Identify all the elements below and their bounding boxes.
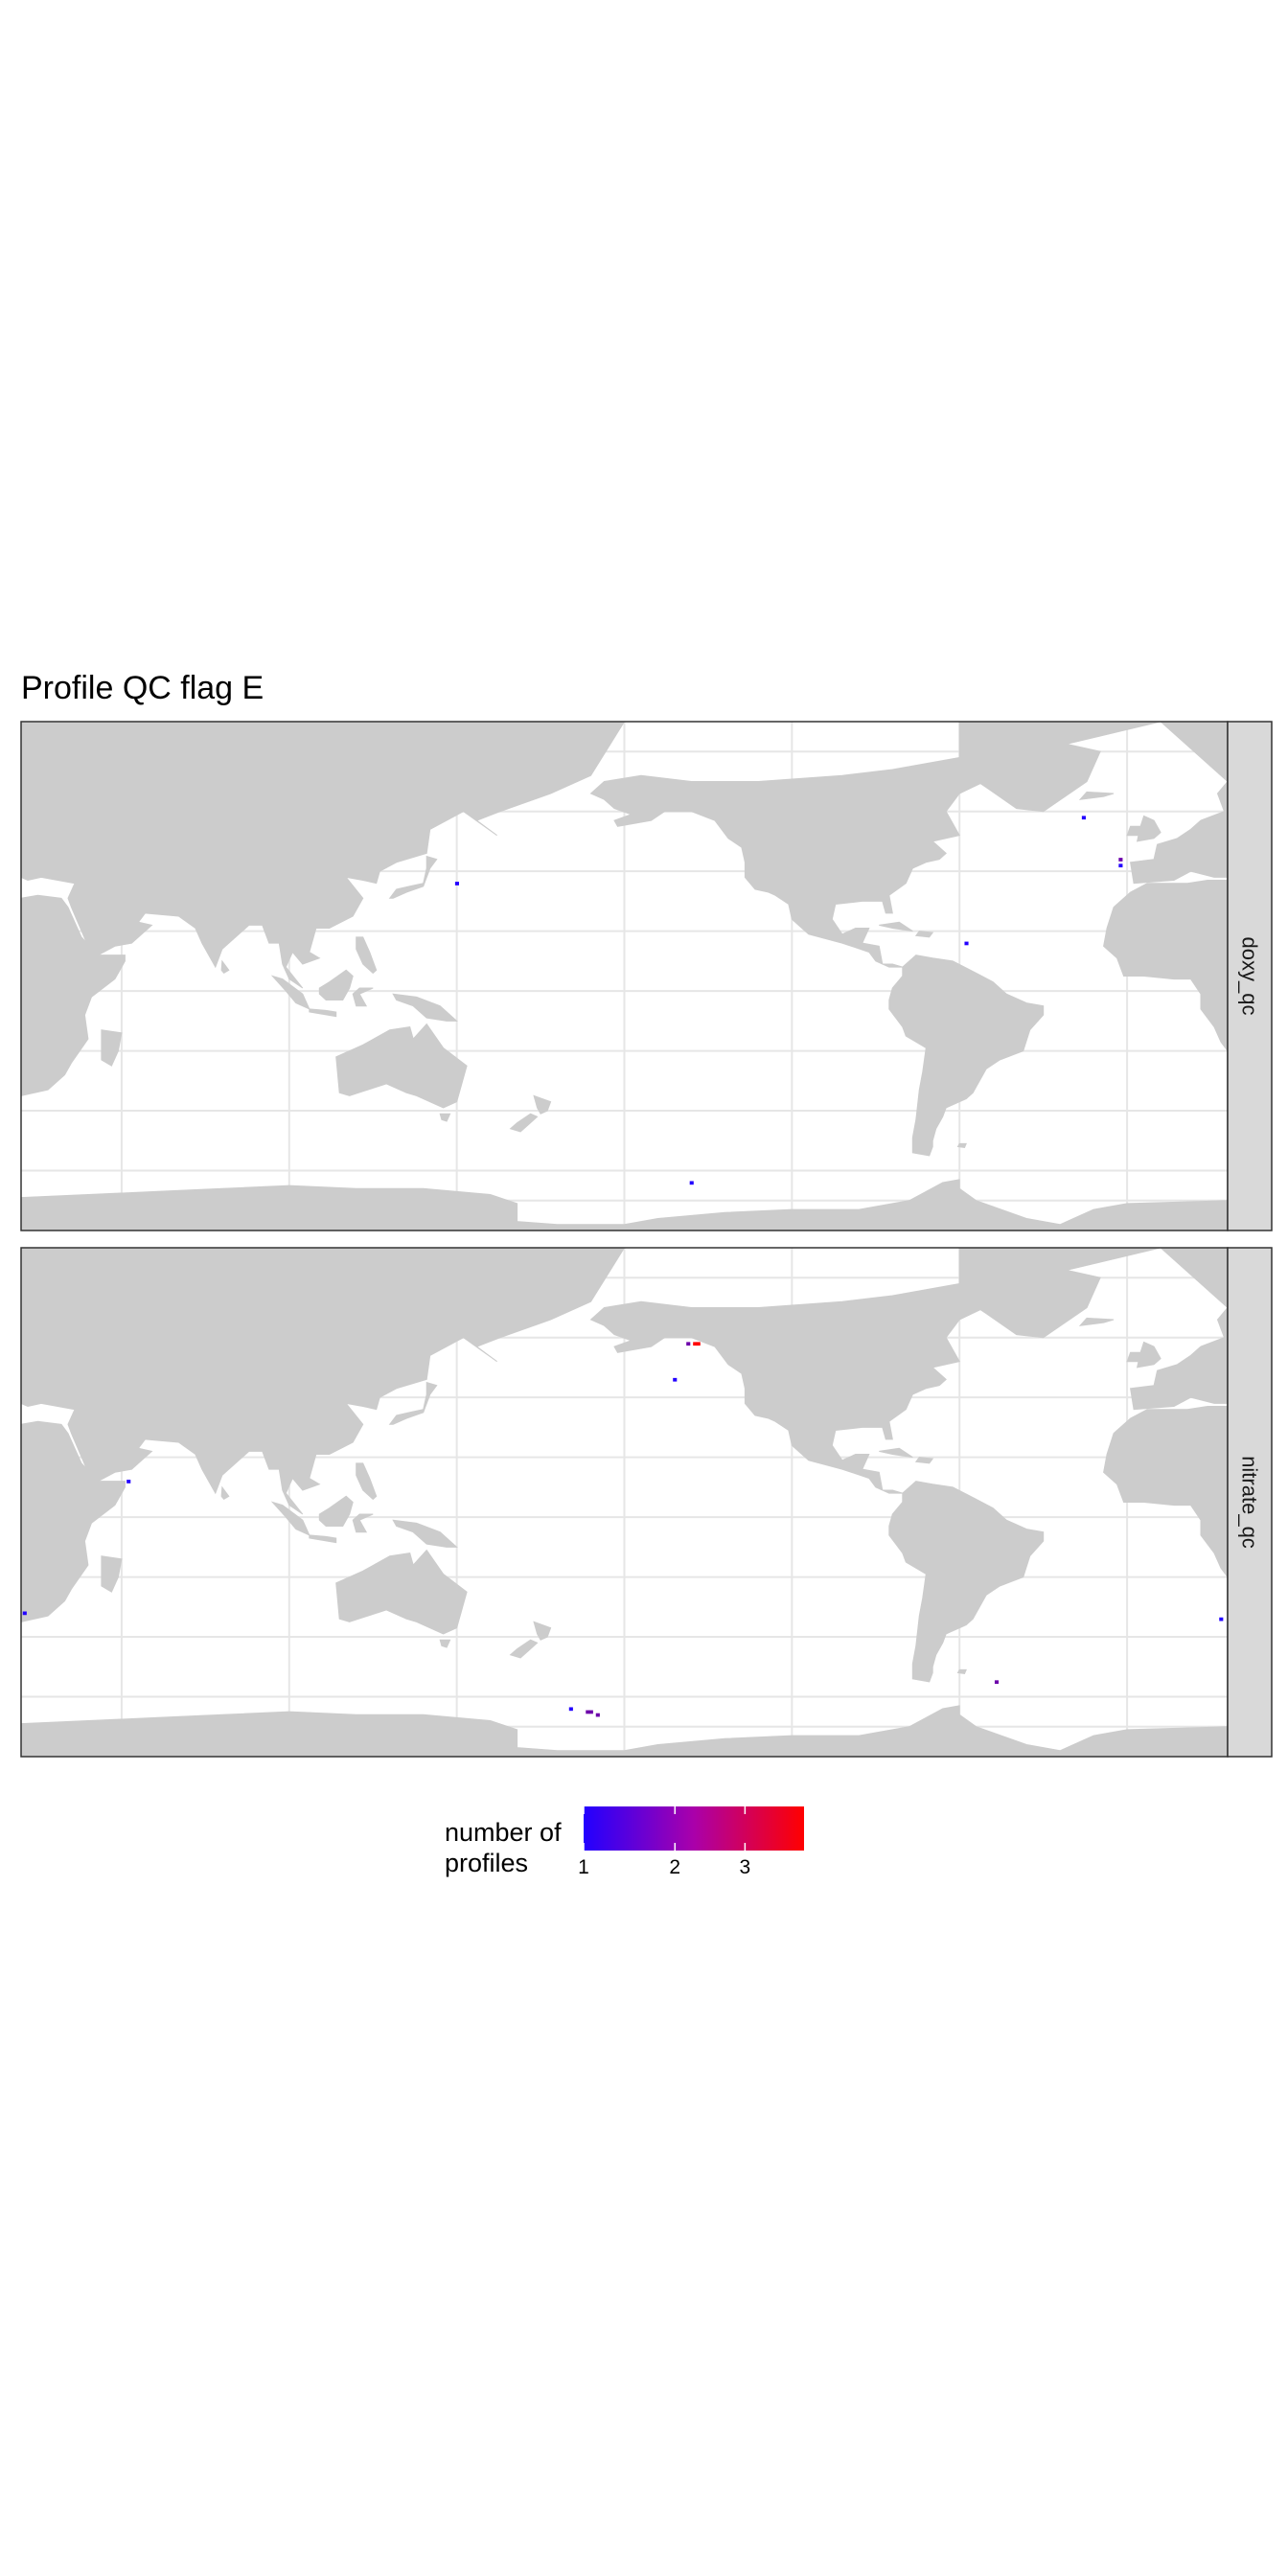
land-java bbox=[309, 1534, 337, 1544]
land-australia bbox=[335, 1549, 468, 1635]
land-layer bbox=[21, 1248, 1228, 1757]
profile-cell bbox=[1081, 816, 1086, 820]
profile-cells bbox=[454, 816, 1123, 1185]
land-cuba bbox=[879, 1447, 913, 1459]
facet-strip bbox=[1227, 1247, 1273, 1758]
land-iceland bbox=[1078, 1317, 1115, 1326]
land-japan bbox=[388, 1381, 438, 1425]
legend-colorbar bbox=[584, 1806, 804, 1851]
land-europe-west bbox=[1130, 722, 1228, 885]
land-sulawesi bbox=[352, 987, 374, 1007]
land-borneo bbox=[318, 969, 354, 1000]
land-philippines bbox=[356, 1462, 378, 1501]
profile-cell bbox=[994, 1680, 1000, 1685]
land-philippines bbox=[356, 936, 378, 975]
land-south-america bbox=[888, 954, 1045, 1157]
profile-cell bbox=[586, 1710, 590, 1714]
land-africa bbox=[21, 1420, 126, 1622]
land-new-zealand-n bbox=[533, 1621, 552, 1641]
land-antarctica bbox=[21, 1705, 1228, 1757]
land-africa-west bbox=[1103, 1406, 1228, 1578]
profile-cell bbox=[689, 1181, 694, 1185]
land-falklands bbox=[956, 1142, 967, 1149]
land-eurasia bbox=[21, 1248, 626, 1515]
facet-strip-label: doxy_qc bbox=[1238, 937, 1262, 1016]
land-falklands bbox=[956, 1668, 967, 1675]
land-sri-lanka bbox=[220, 1485, 230, 1501]
legend-title-line-2: profiles bbox=[445, 1849, 528, 1877]
panel-nitrate-qc: nitrate_qc bbox=[20, 1247, 1273, 1758]
land-hispaniola bbox=[914, 1457, 934, 1464]
land-eurasia bbox=[21, 722, 626, 989]
profile-cell bbox=[1118, 858, 1123, 862]
land-new-zealand-s bbox=[509, 1639, 539, 1659]
land-ireland bbox=[1126, 825, 1141, 837]
land-hispaniola bbox=[914, 931, 934, 938]
profile-cell bbox=[686, 1342, 691, 1346]
land-tasmania bbox=[439, 1639, 451, 1648]
profile-cell bbox=[964, 941, 969, 946]
land-tasmania bbox=[439, 1113, 451, 1122]
facet-strip-label: nitrate_qc bbox=[1238, 1456, 1262, 1549]
land-antarctica bbox=[21, 1179, 1228, 1230]
chart-title: Profile QC flag E bbox=[21, 670, 264, 706]
profile-cell bbox=[126, 1480, 131, 1484]
land-java bbox=[309, 1008, 337, 1018]
land-layer bbox=[21, 722, 1228, 1230]
profile-cell bbox=[588, 1710, 593, 1714]
land-south-america bbox=[888, 1481, 1045, 1683]
land-new-guinea bbox=[392, 1519, 458, 1548]
legend: number of profiles 1 2 3 bbox=[445, 1806, 804, 1878]
land-cuba bbox=[879, 921, 913, 932]
profile-cell bbox=[454, 882, 459, 886]
land-new-guinea bbox=[392, 993, 458, 1022]
legend-tick-label: 2 bbox=[669, 1856, 680, 1878]
land-africa bbox=[21, 894, 126, 1096]
profile-cell bbox=[696, 1342, 701, 1346]
land-europe-west bbox=[1130, 1248, 1228, 1411]
land-iceland bbox=[1078, 791, 1115, 800]
land-ireland bbox=[1126, 1351, 1141, 1363]
legend-tick-label: 3 bbox=[740, 1856, 751, 1878]
land-sri-lanka bbox=[220, 959, 230, 975]
profile-cell bbox=[693, 1342, 698, 1346]
profile-cell bbox=[568, 1707, 573, 1712]
land-australia bbox=[335, 1023, 468, 1109]
land-sulawesi bbox=[352, 1513, 374, 1533]
land-greenland bbox=[958, 742, 1101, 813]
land-north-america bbox=[589, 1248, 1162, 1494]
profile-cell bbox=[673, 1377, 678, 1382]
land-japan bbox=[388, 855, 438, 899]
land-new-zealand-s bbox=[509, 1113, 539, 1133]
legend-tick-label: 1 bbox=[578, 1856, 589, 1878]
profile-cells bbox=[22, 1342, 1224, 1717]
land-borneo bbox=[318, 1495, 354, 1527]
profile-cell bbox=[22, 1611, 27, 1616]
land-madagascar bbox=[101, 1555, 123, 1593]
profile-cell bbox=[1219, 1617, 1224, 1622]
land-africa-west bbox=[1103, 880, 1228, 1052]
land-greenland bbox=[958, 1268, 1101, 1339]
land-madagascar bbox=[101, 1029, 123, 1067]
profile-cell bbox=[595, 1713, 600, 1717]
legend-title-line-1: number of bbox=[445, 1818, 562, 1847]
land-north-america bbox=[589, 722, 1162, 968]
profile-cell bbox=[1118, 863, 1123, 868]
panel-doxy-qc: doxy_qc bbox=[20, 721, 1273, 1231]
land-new-zealand-n bbox=[533, 1094, 552, 1115]
facet-strip bbox=[1227, 721, 1273, 1231]
